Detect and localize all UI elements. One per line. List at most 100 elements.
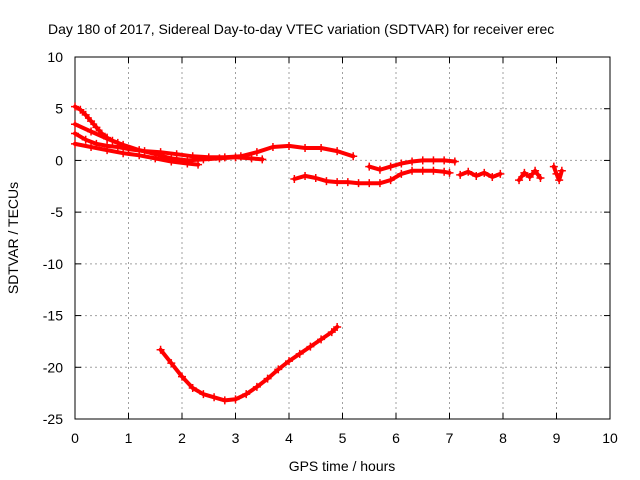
data-point [119, 149, 128, 158]
data-point [472, 171, 481, 180]
data-point [71, 120, 79, 129]
data-point [375, 179, 384, 188]
data-point [397, 159, 406, 168]
data-point [418, 166, 427, 175]
data-point [188, 383, 197, 392]
series-line [158, 324, 340, 403]
data-point [365, 179, 374, 188]
data-point [480, 168, 489, 177]
data-point [268, 142, 277, 151]
data-point [252, 382, 261, 391]
data-point [199, 155, 208, 164]
x-tick-label: 5 [339, 430, 347, 446]
data-point [343, 178, 352, 187]
x-tick-label: 7 [446, 430, 454, 446]
data-point [119, 140, 128, 149]
data-point [333, 147, 342, 156]
y-tick-label: -10 [43, 256, 63, 272]
data-point [151, 154, 160, 163]
data-point [135, 151, 144, 160]
data-point [536, 174, 545, 183]
data-point [231, 395, 240, 404]
data-point [349, 152, 358, 161]
data-point [429, 156, 438, 165]
chart-title: Day 180 of 2017, Sidereal Day-to-day VTE… [48, 21, 554, 37]
data-point [215, 154, 224, 163]
data-point [311, 174, 320, 183]
axis-ticks: 0 1 2 3 4 5 6 7 8 9 10 10 5 0 -5 -10 -15 -20 -25 [43, 49, 618, 446]
data-series [71, 102, 566, 405]
x-tick-label: 10 [602, 430, 618, 446]
data-point [525, 172, 534, 181]
data-point [354, 179, 363, 188]
data-point [194, 160, 203, 169]
data-point [301, 171, 310, 180]
data-point [496, 169, 505, 178]
data-point [258, 155, 267, 164]
series-pass-h [515, 166, 545, 185]
data-point [429, 166, 438, 175]
x-tick-label: 8 [499, 430, 507, 446]
data-point [167, 157, 176, 166]
data-point [87, 142, 96, 151]
data-point [440, 167, 449, 176]
data-point [440, 156, 449, 165]
data-point [199, 390, 208, 399]
y-tick-label: 5 [55, 101, 63, 117]
data-point [322, 177, 331, 186]
y-tick-label: -20 [43, 359, 63, 375]
series-pass-b [71, 129, 358, 162]
x-tick-label: 2 [178, 430, 186, 446]
data-point [327, 328, 336, 337]
x-tick-label: 9 [553, 430, 561, 446]
data-point [365, 162, 374, 171]
data-point [274, 365, 283, 374]
data-point [263, 374, 272, 383]
data-point [210, 393, 219, 402]
data-point [242, 390, 251, 399]
series-line [551, 164, 564, 183]
data-point [290, 175, 299, 184]
data-point [386, 162, 395, 171]
data-point [408, 166, 417, 175]
data-point [552, 169, 561, 178]
data-point [464, 167, 473, 176]
data-point [81, 110, 90, 119]
data-point [220, 396, 229, 405]
data-point [247, 154, 256, 163]
data-point [103, 134, 112, 143]
series-pass-f [365, 156, 459, 174]
series-pass-d [71, 139, 203, 169]
data-point [520, 168, 529, 177]
data-point [183, 159, 192, 168]
data-point [317, 144, 326, 153]
series-pass-g [456, 167, 505, 181]
series-pass-e [290, 166, 454, 188]
series-pass-i [549, 162, 566, 185]
data-point [306, 342, 315, 351]
data-point [450, 157, 459, 166]
data-point [178, 372, 186, 381]
data-point [71, 102, 79, 111]
data-point [408, 157, 417, 166]
data-point [317, 335, 326, 344]
data-point [549, 162, 558, 171]
data-point [557, 166, 566, 175]
x-axis-label: GPS time / hours [289, 458, 396, 474]
data-point [172, 150, 181, 159]
series-pass-j [156, 322, 342, 405]
data-point [156, 345, 165, 354]
x-tick-label: 3 [232, 430, 240, 446]
data-point [295, 349, 304, 358]
x-tick-label: 4 [285, 430, 293, 446]
data-point [515, 176, 524, 185]
data-point [71, 129, 79, 138]
data-point [456, 170, 465, 179]
data-point [231, 153, 240, 162]
data-point [333, 322, 342, 331]
x-tick-label: 0 [71, 430, 79, 446]
data-point [252, 148, 261, 157]
data-point [81, 135, 90, 144]
data-point [333, 178, 342, 187]
data-point [555, 176, 564, 185]
